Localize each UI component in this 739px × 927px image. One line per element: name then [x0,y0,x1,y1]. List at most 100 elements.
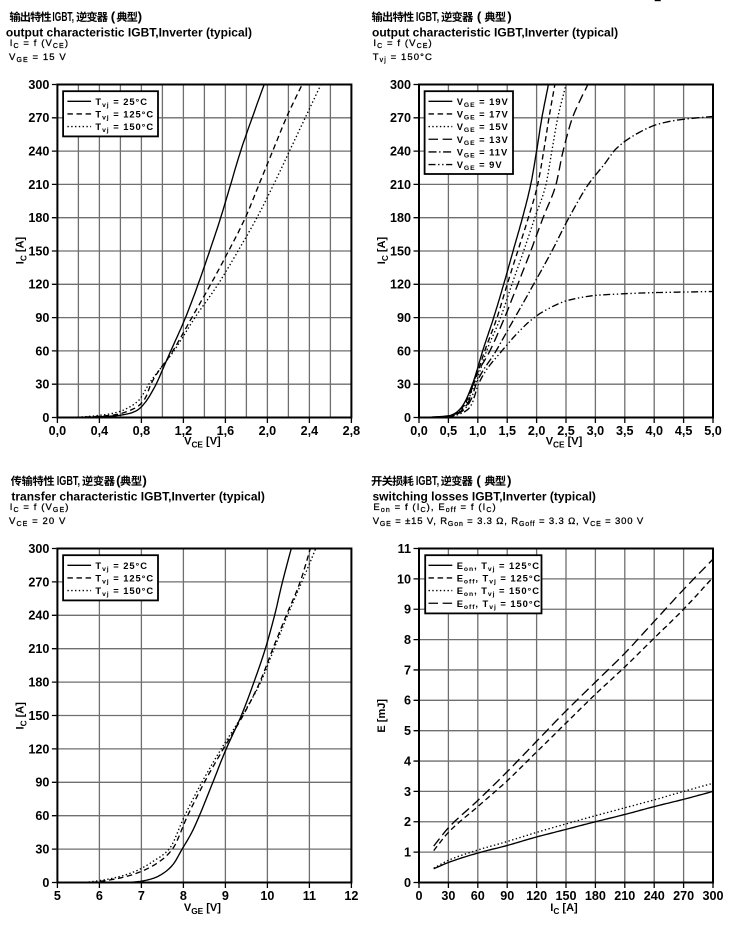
svg-text:VGE = ±15 V, RGon = 3.3 Ω, RGo: VGE = ±15 V, RGon = 3.3 Ω, RGoff = 3.3 Ω… [373,516,644,528]
svg-text:Eoff, Tvj = 125°C: Eoff, Tvj = 125°C [457,573,542,586]
svg-text:): ) [507,473,512,488]
svg-text:IC [A]: IC [A] [14,702,28,730]
svg-text:210: 210 [614,889,635,903]
svg-text:IC [A]: IC [A] [376,236,390,264]
svg-text:2,8: 2,8 [343,424,361,438]
svg-text:6: 6 [404,694,411,708]
svg-text:60: 60 [35,809,49,823]
svg-text:300: 300 [390,78,411,92]
svg-text:IGBT,: IGBT, [52,9,74,24]
svg-text:1,5: 1,5 [498,424,516,438]
svg-text:270: 270 [673,889,694,903]
svg-text:300: 300 [702,889,723,903]
svg-text:3: 3 [404,785,411,799]
svg-text:Tvj = 150°C: Tvj = 150°C [95,121,154,134]
svg-text:1,2: 1,2 [175,424,193,438]
svg-text:2,4: 2,4 [301,424,319,438]
svg-text:1,0: 1,0 [469,424,487,438]
svg-text:1: 1 [404,846,411,860]
svg-text:60: 60 [35,344,49,358]
svg-text:8: 8 [180,889,187,903]
svg-text:switching losses IGBT,Inverter: switching losses IGBT,Inverter (typical) [373,489,596,503]
svg-text:120: 120 [28,278,49,292]
svg-text:output characteristic IGBT,Inv: output characteristic IGBT,Inverter (typ… [372,25,618,39]
svg-text:60: 60 [471,889,485,903]
svg-text:180: 180 [28,211,49,225]
svg-text:0,0: 0,0 [410,424,428,438]
svg-text:(: ( [111,9,116,24]
svg-text:IC = f (VGE): IC = f (VGE) [10,502,70,514]
svg-text:120: 120 [390,278,411,292]
svg-text:IC [A]: IC [A] [550,902,578,916]
svg-text:90: 90 [35,776,49,790]
svg-text:12: 12 [344,889,358,903]
svg-text:240: 240 [28,609,49,623]
svg-text:): ) [142,473,147,488]
svg-text:6: 6 [96,889,103,903]
svg-text:(: ( [116,473,121,488]
svg-text:150: 150 [28,244,49,258]
svg-text:270: 270 [390,111,411,125]
svg-text:0,0: 0,0 [49,424,67,438]
svg-text:90: 90 [35,311,49,325]
svg-text:5,0: 5,0 [704,424,722,438]
svg-text:E [mJ]: E [mJ] [376,699,388,733]
svg-text:4,0: 4,0 [645,424,663,438]
svg-text:9: 9 [222,889,229,903]
svg-text:3,0: 3,0 [587,424,605,438]
svg-text:Eon = f (IC), Eoff = f (IC): Eon = f (IC), Eoff = f (IC) [373,502,496,514]
svg-text:5: 5 [54,889,61,903]
svg-text:0,4: 0,4 [91,424,109,438]
svg-text:2,0: 2,0 [259,424,277,438]
svg-text:output characteristic IGBT,Inv: output characteristic IGBT,Inverter (typ… [6,25,252,39]
svg-text:Tvj = 125°C: Tvj = 125°C [95,573,154,586]
svg-text:240: 240 [28,145,49,159]
svg-text:VGE = 15 V: VGE = 15 V [9,52,67,64]
svg-text:Eon, Tvj = 125°C: Eon, Tvj = 125°C [457,560,540,573]
svg-text:VCE = 20 V: VCE = 20 V [9,516,66,528]
svg-text:VCE [V]: VCE [V] [184,436,221,450]
svg-text:): ) [138,9,143,24]
svg-text:210: 210 [28,178,49,192]
svg-text:30: 30 [35,843,49,857]
svg-text:Tvj = 125°C: Tvj = 125°C [95,109,154,122]
svg-text:Tvj = 150°C: Tvj = 150°C [373,52,433,64]
svg-text:30: 30 [441,889,455,903]
svg-text:IC [A]: IC [A] [14,236,28,264]
svg-text:300: 300 [28,542,49,556]
svg-text:210: 210 [28,642,49,656]
svg-text:11: 11 [303,889,316,903]
svg-text:(: ( [477,9,482,24]
svg-text:0: 0 [404,411,411,425]
svg-text:180: 180 [585,889,606,903]
svg-text:120: 120 [526,889,547,903]
svg-text:0,5: 0,5 [440,424,458,438]
svg-text:30: 30 [35,378,49,392]
svg-text:8: 8 [404,633,411,647]
svg-text:9: 9 [404,603,411,617]
svg-text:150: 150 [390,244,411,258]
svg-text:IGBT,: IGBT, [416,9,439,24]
svg-text:(: ( [476,473,481,488]
svg-text:240: 240 [390,145,411,159]
svg-text:Eon, Tvj = 150°C: Eon, Tvj = 150°C [457,585,540,598]
svg-text:0: 0 [42,411,49,425]
svg-text:Eoff, Tvj = 150°C: Eoff, Tvj = 150°C [457,598,542,611]
svg-text:210: 210 [390,178,411,192]
svg-text:270: 270 [28,111,49,125]
svg-text:transfer characteristic IGBT,I: transfer characteristic IGBT,Inverter (t… [11,489,264,503]
svg-text:90: 90 [397,311,411,325]
svg-text:240: 240 [644,889,665,903]
svg-text:150: 150 [28,709,49,723]
svg-text:2,0: 2,0 [528,424,546,438]
svg-text:7: 7 [404,663,411,677]
svg-text:4,5: 4,5 [675,424,693,438]
svg-text:2,5: 2,5 [557,424,575,438]
svg-text:300: 300 [28,78,49,92]
svg-text:5: 5 [404,724,411,738]
svg-text:VGE [V]: VGE [V] [184,902,221,916]
svg-text:Tvj = 150°C: Tvj = 150°C [95,585,154,598]
svg-text:150: 150 [555,889,576,903]
svg-text:10: 10 [260,889,274,903]
svg-text:270: 270 [28,575,49,589]
